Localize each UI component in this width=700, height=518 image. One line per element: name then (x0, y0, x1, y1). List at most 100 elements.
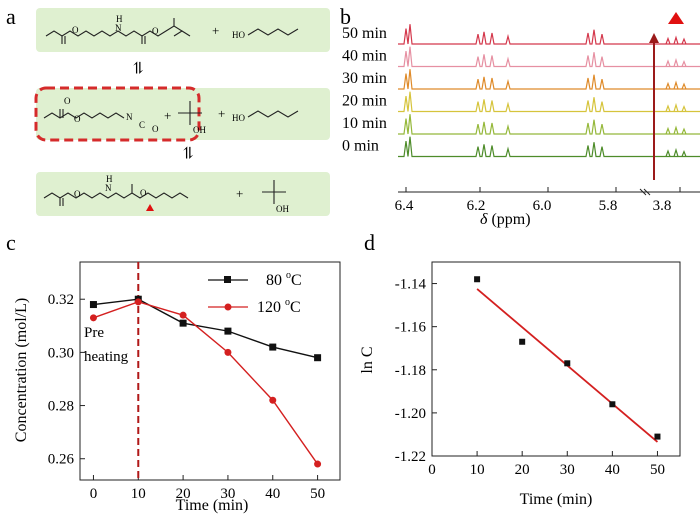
alcohol-ho: HO (232, 30, 245, 40)
x-tick-label: 50 (310, 486, 325, 502)
data-point-80c (89, 301, 97, 309)
data-point-80c (269, 343, 277, 351)
plus-sign: + (218, 106, 225, 121)
data-point-120c (89, 314, 97, 322)
data-point (564, 360, 571, 367)
data-point-120c (314, 460, 322, 468)
trace-label: 30 min (342, 70, 387, 87)
y-tick-label: 0.30 (48, 345, 74, 361)
axis-break-mark (643, 188, 651, 196)
data-point-120c (179, 311, 187, 319)
y-tick-label: 0.32 (48, 292, 74, 308)
scheme-row2-box (36, 88, 330, 140)
molecule-tbutanol (178, 101, 202, 125)
data-point-80c (314, 354, 322, 362)
y-tick-label: -1.22 (395, 449, 426, 465)
nmr-x-tick-label: 6.0 (533, 198, 552, 214)
x-tick-label: 40 (605, 462, 620, 478)
chart-d-frame (431, 261, 681, 457)
x-tick-label: 10 (470, 462, 485, 478)
data-point (519, 338, 526, 345)
trace-label: 40 min (342, 48, 387, 65)
equilibrium-arrow: ⇌ (129, 61, 146, 74)
legend-marker-120c (224, 303, 232, 311)
tbutanol-oh: OH (193, 125, 206, 135)
chart-c-legend: 80 oC 120 oC (208, 270, 302, 316)
x-tick-label: 40 (265, 486, 280, 502)
nmr-marker-triangle (668, 12, 684, 24)
x-tick-label: 0 (90, 486, 98, 502)
atom-h: H (116, 14, 123, 24)
tbutanol-oh: OH (276, 204, 289, 214)
nmr-trace (398, 91, 700, 113)
series-line-120c (93, 301, 319, 465)
chart-c-frame (79, 261, 341, 481)
pentanol-chain (247, 110, 299, 118)
panel-c-letter: c (6, 230, 16, 255)
legend-marker-80c (224, 276, 231, 283)
y-tick-label: -1.20 (395, 406, 426, 422)
alcohol-ho: HO (232, 113, 245, 123)
chart-c-ylabel: Concentration (mol/L) (13, 298, 30, 442)
nmr-trace (398, 114, 700, 135)
chart-c-xlabel: Time (min) (176, 497, 249, 514)
x-tick-label: 30 (220, 486, 235, 502)
legend-label-120c: 120 oC (257, 297, 301, 316)
molecule-tbutanol (262, 180, 286, 204)
panel-d: d 0 10 20 30 40 50 -1.14 -1.16 -1.18 -1.20 -1.22 l… (359, 230, 681, 508)
atom-o: O (64, 96, 71, 106)
chart-d-ylabel: ln C (359, 346, 376, 373)
panel-b: b 50 min 40 min 30 min 20 min 10 min 0 min 6.… (340, 4, 700, 228)
trace-label: 0 min (342, 138, 379, 155)
trace-label: 10 min (342, 115, 387, 132)
nmr-x-tick-label: 5.8 (599, 198, 618, 214)
atom-o: O (74, 189, 81, 199)
pentanol-chain (247, 28, 299, 36)
data-point-120c (134, 298, 142, 306)
scheme-row1-box (36, 8, 330, 52)
data-point (609, 401, 616, 408)
x-tick-label: 10 (131, 486, 146, 502)
data-point-80c (224, 327, 232, 335)
molecule-boc-carbamate (45, 18, 191, 44)
axis-break-mark (639, 188, 647, 196)
atom-n: N (115, 23, 122, 33)
panel-c: c 0 10 20 30 40 50 0.26 0.28 0.30 0.32 Concentrat… (6, 230, 341, 514)
nmr-trace (398, 46, 700, 68)
nmr-tick-labels: 6.4 6.2 6.0 5.8 3.8 (395, 187, 681, 214)
atom-h: H (106, 174, 113, 184)
new-ch2-marker-triangle (146, 204, 154, 211)
nmr-time-labels: 50 min 40 min 30 min 20 min 10 min 0 min (342, 25, 387, 155)
nmr-x-tick-label: 6.2 (467, 198, 486, 214)
data-point-80c (179, 319, 187, 327)
atom-o: O (72, 25, 79, 35)
time-arrow-head (649, 33, 659, 43)
nmr-traces (398, 24, 700, 158)
y-tick-label: -1.18 (395, 363, 426, 379)
legend-label-80c: 80 oC (266, 270, 302, 289)
panel-b-letter: b (340, 4, 351, 29)
nmr-x-tick-label: 3.8 (653, 198, 672, 214)
data-point-120c (269, 396, 277, 404)
nmr-x-axis-label: δ (ppm) (480, 211, 531, 228)
preheating-annotation-line1: Pre (84, 325, 104, 341)
nmr-x-tick-label: 6.4 (395, 198, 414, 214)
y-tick-label: -1.16 (395, 320, 427, 336)
isocyanate-n: N (126, 112, 133, 122)
isocyanate-highlight-box (34, 86, 201, 142)
nmr-trace (398, 24, 700, 45)
atom-o: O (140, 188, 147, 198)
data-point-120c (224, 348, 232, 356)
molecule-pentyl-carbamate (43, 184, 189, 206)
atom-o: O (74, 114, 81, 124)
x-tick-label: 30 (560, 462, 575, 478)
plus-sign: + (212, 23, 219, 38)
x-tick-label: 20 (515, 462, 530, 478)
plus-sign: + (164, 108, 171, 123)
x-tick-label: 0 (428, 462, 436, 478)
x-tick-label: 50 (650, 462, 665, 478)
chart-d-xlabel: Time (min) (520, 491, 593, 508)
y-tick-label: 0.28 (48, 399, 74, 415)
atom-o: O (152, 26, 159, 36)
panel-a: a O H N O + HO ⇌ (6, 4, 330, 216)
